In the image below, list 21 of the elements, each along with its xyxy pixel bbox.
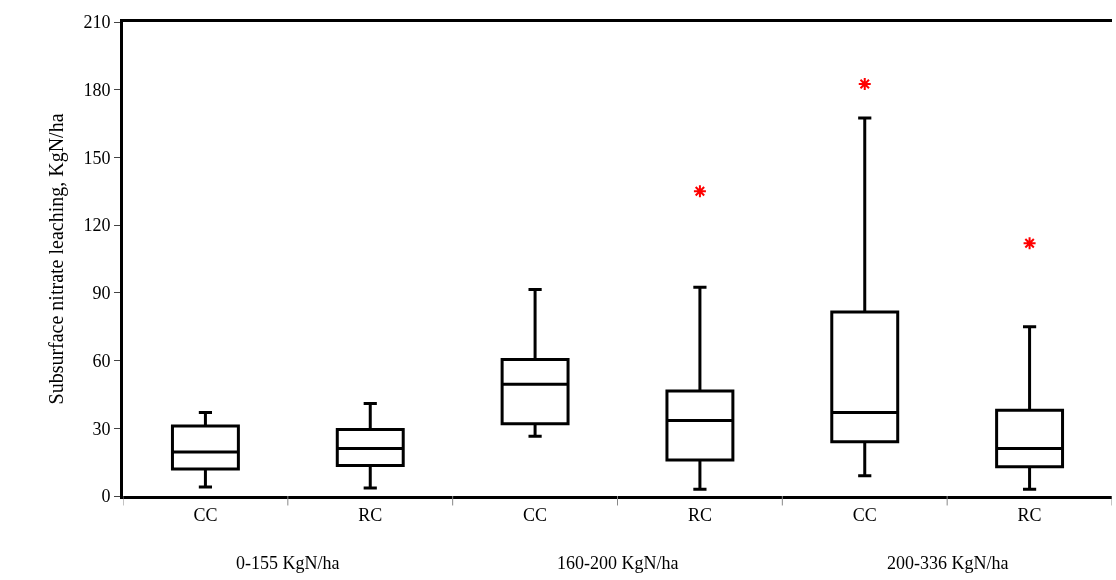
text: 160-200 KgN/ha xyxy=(557,553,679,573)
x-tick-label: RC xyxy=(1017,504,1042,525)
point xyxy=(692,184,707,199)
text: 0-155 KgN/ha xyxy=(236,553,340,573)
y-tick-label: 0 xyxy=(101,486,111,507)
y-axis-title: Subsurface nitrate leaching, KgN/ha xyxy=(44,113,68,405)
y-tick-label: 90 xyxy=(92,283,111,304)
x-tick-label: CC xyxy=(193,504,218,525)
x-tick-label: RC xyxy=(687,504,712,525)
x-tick-label: CC xyxy=(852,504,877,525)
y-tick-label: 180 xyxy=(83,80,111,101)
x-tick-label: RC xyxy=(358,504,383,525)
y-tick-label: 120 xyxy=(83,215,111,236)
y-tick-label: 60 xyxy=(92,350,111,371)
x-tick-label: CC xyxy=(523,504,548,525)
text: 200-336 KgN/ha xyxy=(887,553,1009,573)
y-tick-label: 30 xyxy=(92,418,111,439)
point xyxy=(857,77,872,92)
point xyxy=(1022,236,1037,251)
y-tick-label: 150 xyxy=(83,147,111,168)
y-tick-label: 210 xyxy=(83,12,111,33)
